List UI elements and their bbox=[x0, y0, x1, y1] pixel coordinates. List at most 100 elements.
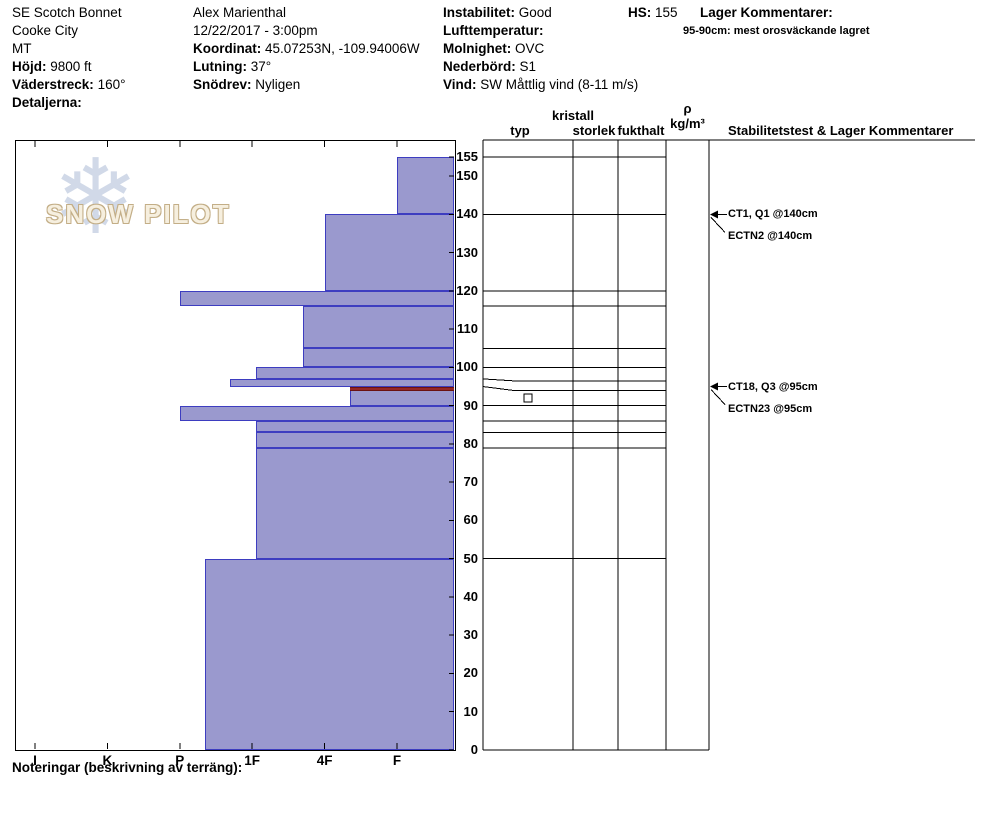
snow-layer-bar bbox=[230, 378, 454, 387]
slope-angle-label: Lutning: bbox=[193, 59, 247, 74]
coordinates-row: Koordinat: 45.07253N, -109.94006W bbox=[193, 40, 420, 58]
depth-tick-label: 140 bbox=[456, 206, 478, 222]
wind-label: Vind: bbox=[443, 77, 477, 92]
weather-block: Instabilitet: Good Lufttemperatur: Molni… bbox=[443, 4, 638, 94]
depth-tick-label: 60 bbox=[463, 512, 478, 528]
depth-tick-label: 70 bbox=[463, 474, 478, 490]
snow-layer-bar bbox=[205, 558, 454, 750]
test-arrowhead bbox=[710, 210, 718, 219]
pit-name: SE Scotch Bonnet bbox=[12, 5, 122, 20]
aspect-value: 160° bbox=[97, 77, 126, 92]
snow-layer-bar bbox=[324, 214, 454, 291]
test-leader-line bbox=[710, 389, 726, 405]
snow-layer-bar bbox=[255, 432, 454, 448]
hardness-tick-label: 1F bbox=[244, 753, 261, 768]
flagged-weak-layer bbox=[349, 386, 454, 391]
depth-tick-label: 80 bbox=[463, 435, 478, 451]
test-arrowhead bbox=[710, 382, 718, 391]
elevation-row: Höjd: 9800 ft bbox=[12, 58, 126, 76]
layer-comments-title: Lager Kommentarer: bbox=[700, 5, 833, 20]
precip-label: Nederbörd: bbox=[443, 59, 516, 74]
snow-layer-bar bbox=[179, 405, 454, 421]
aspect-label: Väderstreck: bbox=[12, 77, 94, 92]
depth-tick-label: 40 bbox=[463, 588, 478, 604]
location-state: MT bbox=[12, 41, 32, 56]
hs-label: HS: bbox=[628, 5, 652, 20]
layer-comment: 95-90cm: mest orosväckande lagret bbox=[683, 25, 870, 37]
details-label: Detaljerna: bbox=[12, 95, 82, 110]
elevation-value: 9800 ft bbox=[50, 59, 92, 74]
layer-comments-block: Lager Kommentarer: bbox=[700, 4, 833, 22]
hardness-tick-label: I bbox=[33, 753, 37, 768]
column-header-typ: typ bbox=[510, 123, 530, 138]
precip-row: Nederbörd: S1 bbox=[443, 58, 638, 76]
layer-leader-line bbox=[482, 386, 514, 391]
stability-test-annotation: ECTN23 @95cm bbox=[728, 402, 813, 415]
wind-row: Vind: SW Måttlig vind (8-11 m/s) bbox=[443, 76, 638, 94]
hs-block: HS: 155 bbox=[628, 4, 678, 22]
hardness-tick-label: K bbox=[102, 753, 113, 768]
stability-test-annotation: CT18, Q3 @95cm bbox=[728, 380, 818, 393]
notes-label: Noteringar (beskrivning av terräng): bbox=[12, 760, 243, 775]
sky-cover-label: Molnighet: bbox=[443, 41, 512, 56]
instability-row: Instabilitet: Good bbox=[443, 4, 638, 22]
air-temp-row: Lufttemperatur: bbox=[443, 22, 638, 40]
snow-layer-bar bbox=[302, 306, 454, 349]
sky-cover-row: Molnighet: OVC bbox=[443, 40, 638, 58]
observer-block: Alex Marienthal 12/22/2017 - 3:00pm Koor… bbox=[193, 4, 420, 94]
hardness-tick-label: 4F bbox=[316, 753, 333, 768]
elevation-label: Höjd: bbox=[12, 59, 47, 74]
column-header-kristall: kristall bbox=[552, 108, 594, 123]
depth-tick-label: 20 bbox=[463, 665, 478, 681]
aspect-row: Väderstreck: 160° bbox=[12, 76, 126, 94]
depth-tick-label: 0 bbox=[470, 742, 478, 757]
depth-tick-label: 155 bbox=[456, 149, 478, 164]
depth-tick-label: 10 bbox=[463, 703, 478, 719]
column-header-stability-tests: Stabilitetstest & Lager Kommentarer bbox=[728, 123, 954, 138]
depth-tick-label: 130 bbox=[456, 244, 478, 260]
layer-leader-line bbox=[482, 378, 514, 382]
snow-layer-bar bbox=[397, 157, 454, 215]
stability-test-annotation: ECTN2 @140cm bbox=[728, 230, 813, 243]
depth-tick-label: 150 bbox=[456, 168, 478, 184]
hardness-tick-label: P bbox=[175, 753, 185, 768]
crystal-type-symbol bbox=[523, 393, 533, 403]
column-header-density-symbol: ρ bbox=[683, 101, 692, 116]
snowpilot-logo-text: SNOW PILOT bbox=[46, 199, 231, 229]
details-row: Detaljerna: bbox=[12, 94, 126, 112]
snow-layer-bar bbox=[179, 290, 454, 307]
coordinates-value: 45.07253N, -109.94006W bbox=[265, 41, 420, 56]
observer-name: Alex Marienthal bbox=[193, 5, 287, 20]
column-header-fukthalt: fukthalt bbox=[617, 123, 665, 138]
hs-value: 155 bbox=[655, 5, 678, 20]
snow-layer-bar bbox=[255, 447, 454, 559]
depth-tick-label: 110 bbox=[457, 321, 478, 337]
hardness-tick-label: F bbox=[392, 753, 402, 768]
depth-tick-label: 90 bbox=[463, 397, 478, 413]
drifting-row: Snödrev: Nyligen bbox=[193, 76, 420, 94]
drifting-value: Nyligen bbox=[255, 77, 301, 92]
observation-datetime: 12/22/2017 - 3:00pm bbox=[193, 23, 318, 38]
location-block: SE Scotch Bonnet Cooke City MT Höjd: 980… bbox=[12, 4, 126, 112]
hs-row: HS: 155 bbox=[628, 4, 678, 22]
column-header-storlek: storlek bbox=[572, 123, 616, 138]
sky-cover-value: OVC bbox=[515, 41, 545, 56]
snow-layer-bar bbox=[255, 367, 454, 379]
coordinates-label: Koordinat: bbox=[193, 41, 262, 56]
depth-tick-label: 100 bbox=[456, 359, 478, 375]
air-temp-label: Lufttemperatur: bbox=[443, 23, 544, 38]
instability-value: Good bbox=[518, 5, 552, 20]
location-city: Cooke City bbox=[12, 23, 79, 38]
wind-value: SW Måttlig vind (8-11 m/s) bbox=[480, 77, 639, 92]
test-leader-line bbox=[710, 217, 726, 233]
depth-tick-label: 50 bbox=[463, 550, 478, 566]
stability-test-annotation: CT1, Q1 @140cm bbox=[728, 208, 818, 221]
slope-angle-row: Lutning: 37° bbox=[193, 58, 420, 76]
layer-comment-depth: 95-90cm: bbox=[683, 25, 731, 37]
slope-angle-value: 37° bbox=[250, 59, 272, 74]
depth-tick-label: 30 bbox=[463, 627, 478, 643]
depth-tick-label: 120 bbox=[456, 282, 478, 298]
column-header-density-unit: kg/m³ bbox=[670, 116, 705, 131]
precip-value: S1 bbox=[519, 59, 537, 74]
